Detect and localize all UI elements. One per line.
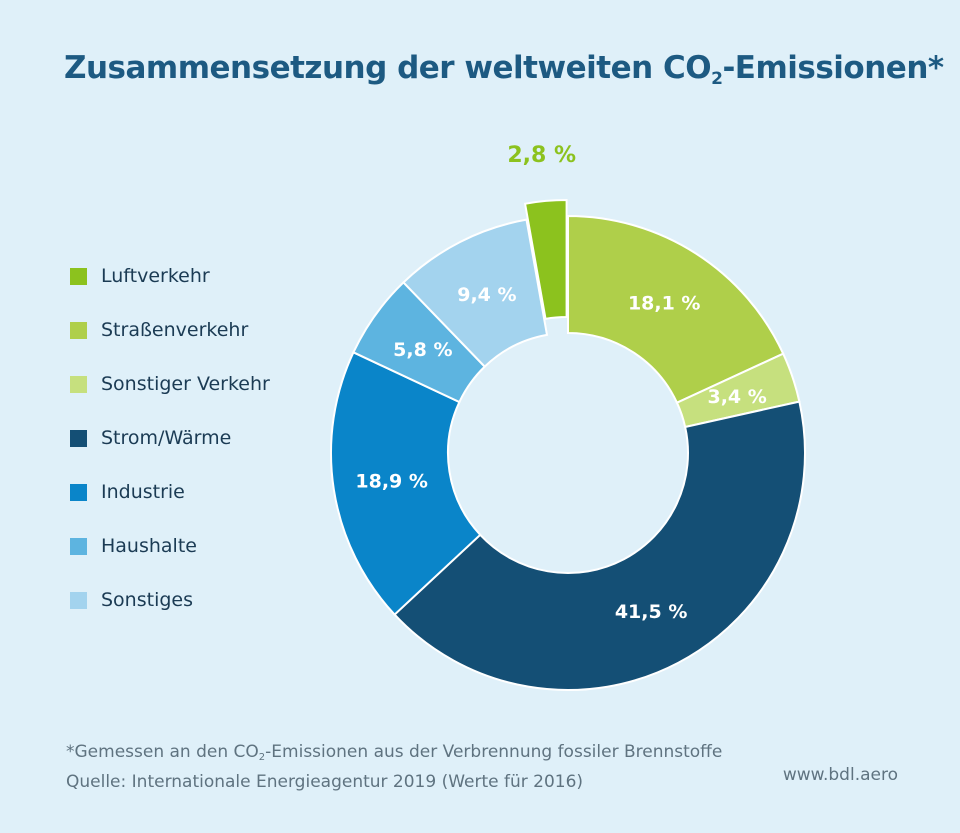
data-label-strassenverkehr: 18,1 % bbox=[628, 293, 701, 315]
legend-label: Strom/Wärme bbox=[101, 427, 232, 449]
legend-label: Haushalte bbox=[101, 535, 197, 557]
footnote-source: Quelle: Internationale Energieagentur 20… bbox=[66, 772, 584, 792]
legend-label: Sonstiges bbox=[101, 589, 194, 611]
legend-item-sonstiger-verkehr: Sonstiger Verkehr bbox=[70, 373, 270, 427]
legend-swatch bbox=[70, 268, 87, 285]
legend: Luftverkehr Straßenverkehr Sonstiger Verke… bbox=[70, 265, 270, 643]
data-label-strom-waerme: 41,5 % bbox=[615, 601, 688, 623]
data-label-industrie: 18,9 % bbox=[355, 471, 428, 493]
legend-item-sonstiges: Sonstiges bbox=[70, 589, 270, 643]
legend-swatch bbox=[70, 430, 87, 447]
legend-label: Straßenverkehr bbox=[101, 319, 249, 341]
legend-item-strassenverkehr: Straßenverkehr bbox=[70, 319, 270, 373]
legend-label: Industrie bbox=[101, 481, 185, 503]
legend-item-strom-waerme: Strom/Wärme bbox=[70, 427, 270, 481]
website-link[interactable]: www.bdl.aero bbox=[782, 765, 898, 785]
data-label-luftverkehr: 2,8 % bbox=[507, 143, 576, 168]
data-label-haushalte: 5,8 % bbox=[393, 339, 452, 361]
legend-swatch bbox=[70, 376, 87, 393]
slice-strassenverkehr bbox=[567, 214, 785, 405]
slice-strom-waerme bbox=[393, 400, 806, 691]
legend-label: Luftverkehr bbox=[101, 265, 210, 287]
data-label-sonstiger-verkehr: 3,4 % bbox=[707, 386, 766, 408]
legend-item-luftverkehr: Luftverkehr bbox=[70, 265, 270, 319]
footnote: *Gemessen an den CO2-Emissionen aus der … bbox=[66, 740, 722, 795]
legend-swatch bbox=[70, 484, 87, 501]
slice-luftverkehr bbox=[523, 199, 568, 321]
legend-label: Sonstiger Verkehr bbox=[101, 373, 270, 395]
slice-sonstiges bbox=[402, 218, 549, 369]
chart-title: Zusammensetzung der weltweiten CO2-Emiss… bbox=[64, 50, 944, 89]
footnote-note: *Gemessen an den CO2-Emissionen aus der … bbox=[66, 742, 723, 763]
legend-swatch bbox=[70, 592, 87, 609]
legend-swatch bbox=[70, 322, 87, 339]
data-label-sonstiges: 9,4 % bbox=[457, 284, 516, 306]
legend-swatch bbox=[70, 538, 87, 555]
legend-item-haushalte: Haushalte bbox=[70, 535, 270, 589]
slice-industrie bbox=[330, 351, 482, 616]
legend-item-industrie: Industrie bbox=[70, 481, 270, 535]
